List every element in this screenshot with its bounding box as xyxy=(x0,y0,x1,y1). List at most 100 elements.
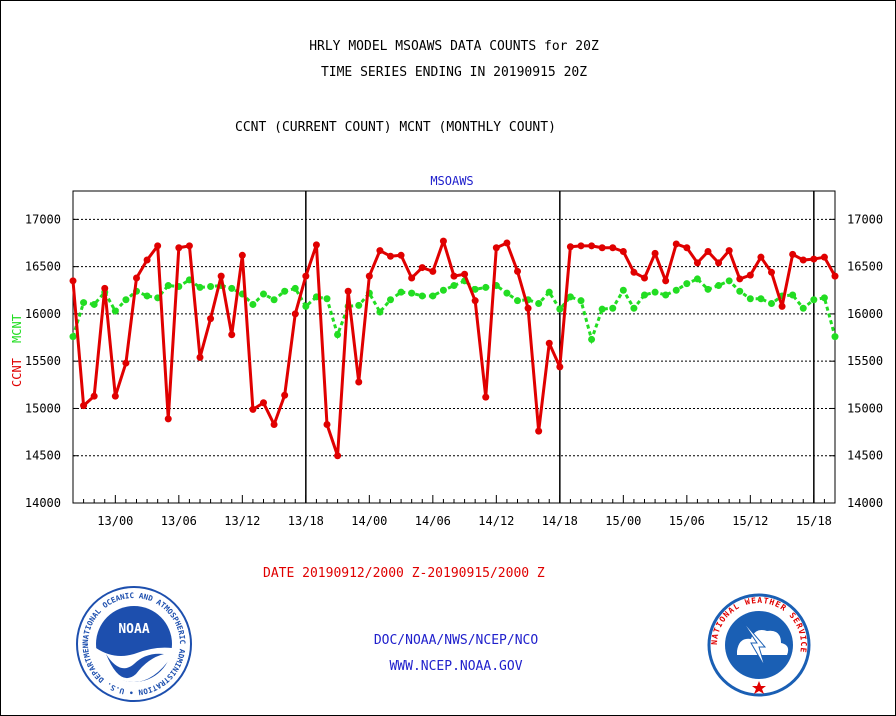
x-tick-label: 15/00 xyxy=(605,514,641,528)
ccnt-point xyxy=(514,267,521,275)
y-tick-label-left: 14500 xyxy=(25,449,61,463)
noaa-logo-icon: NATIONAL OCEANIC AND ATMOSPHERIC ADMINIS… xyxy=(74,584,192,702)
ccnt-point xyxy=(196,353,204,361)
mcnt-point xyxy=(535,300,543,308)
x-tick-label: 14/00 xyxy=(351,514,387,528)
mcnt-point xyxy=(683,280,691,288)
mcnt-point xyxy=(260,290,267,298)
y-axis-label-mcnt: MCNT xyxy=(10,314,24,343)
mcnt-point xyxy=(323,295,331,303)
y-tick-label-left: 15000 xyxy=(25,401,61,415)
x-tick-label: 15/18 xyxy=(796,514,832,528)
mcnt-point xyxy=(418,292,426,300)
mcnt-point xyxy=(736,287,744,295)
ccnt-point xyxy=(387,252,394,260)
mcnt-point xyxy=(757,295,765,303)
x-tick-label: 13/18 xyxy=(288,514,324,528)
ccnt-point xyxy=(154,242,162,250)
ccnt-point xyxy=(704,248,712,256)
mcnt-point xyxy=(704,285,712,293)
ccnt-point xyxy=(270,421,278,429)
ccnt-point xyxy=(757,253,765,261)
chart-title: HRLY MODEL MSOAWS DATA COUNTS for 20Z xyxy=(309,39,599,54)
ccnt-point xyxy=(799,256,807,264)
y-tick-label-left: 17000 xyxy=(25,212,61,226)
ccnt-point xyxy=(810,255,818,263)
ccnt-point xyxy=(736,275,744,283)
mcnt-point xyxy=(143,292,151,300)
x-tick-label: 14/12 xyxy=(478,514,514,528)
ccnt-point xyxy=(471,297,479,305)
ccnt-point xyxy=(217,272,225,280)
mcnt-point xyxy=(122,296,130,304)
x-tick-label: 13/06 xyxy=(161,514,197,528)
ccnt-point xyxy=(746,271,754,279)
mcnt-point xyxy=(281,287,289,295)
mcnt-point xyxy=(725,277,733,285)
ccnt-point xyxy=(238,251,246,259)
y-tick-label-right: 16000 xyxy=(847,307,883,321)
mcnt-point xyxy=(249,300,257,308)
mcnt-point xyxy=(270,296,278,304)
ccnt-point xyxy=(577,242,585,250)
mcnt-point xyxy=(619,286,627,294)
mcnt-point xyxy=(831,333,839,341)
ccnt-point xyxy=(789,250,797,258)
ccnt-point xyxy=(482,393,490,401)
mcnt-point xyxy=(439,286,447,294)
ccnt-point xyxy=(344,287,352,295)
mcnt-point xyxy=(196,283,204,291)
ccnt-point xyxy=(418,264,426,272)
ccnt-point xyxy=(598,244,606,252)
ccnt-point xyxy=(535,427,543,435)
mcnt-point xyxy=(566,293,574,301)
mcnt-point xyxy=(630,304,638,312)
ccnt-point xyxy=(249,405,257,413)
y-tick-label-right: 16500 xyxy=(847,260,883,274)
ccnt-point xyxy=(101,284,109,292)
mcnt-point xyxy=(768,300,775,308)
ccnt-point xyxy=(365,272,373,280)
ccnt-point xyxy=(323,421,331,429)
ccnt-point xyxy=(111,392,119,400)
ccnt-point xyxy=(122,359,130,367)
series-description: CCNT (CURRENT COUNT) MCNT (MONTHLY COUNT… xyxy=(235,120,556,135)
ccnt-point xyxy=(566,243,574,251)
x-tick-label: 15/12 xyxy=(732,514,768,528)
series-ccnt xyxy=(69,237,839,460)
ccnt-point xyxy=(693,259,701,267)
mcnt-point xyxy=(80,299,88,307)
mcnt-point xyxy=(820,294,828,302)
mcnt-point xyxy=(662,291,670,299)
mcnt-point xyxy=(503,289,511,297)
mcnt-point xyxy=(164,282,172,290)
x-tick-label: 14/06 xyxy=(415,514,451,528)
ccnt-point xyxy=(831,272,839,280)
y-axis-label-ccnt: CCNT xyxy=(10,358,24,387)
plot-title: MSOAWS xyxy=(430,174,473,188)
mcnt-point xyxy=(429,292,437,300)
ccnt-point xyxy=(291,310,299,318)
mcnt-point xyxy=(651,288,659,296)
ccnt-point xyxy=(228,331,236,339)
y-tick-label-right: 17000 xyxy=(847,212,883,226)
ccnt-point xyxy=(672,240,680,248)
ccnt-point xyxy=(69,277,77,285)
ccnt-point xyxy=(524,304,532,312)
website-link[interactable]: WWW.NCEP.NOAA.GOV xyxy=(389,659,523,674)
mcnt-point xyxy=(111,307,119,315)
mcnt-point xyxy=(207,282,215,290)
ccnt-point xyxy=(207,315,215,323)
nws-logo-icon: NATIONAL WEATHER SERVICE xyxy=(707,593,811,697)
ccnt-point xyxy=(355,378,363,386)
ccnt-point xyxy=(609,244,617,252)
mcnt-point xyxy=(789,291,797,299)
ccnt-point xyxy=(408,274,416,282)
ccnt-point xyxy=(778,302,786,310)
ccnt-point xyxy=(725,247,733,255)
ccnt-point xyxy=(429,267,437,275)
mcnt-point xyxy=(355,301,363,309)
ccnt-point xyxy=(715,259,723,267)
ccnt-point xyxy=(376,247,384,255)
mcnt-point xyxy=(69,333,77,341)
